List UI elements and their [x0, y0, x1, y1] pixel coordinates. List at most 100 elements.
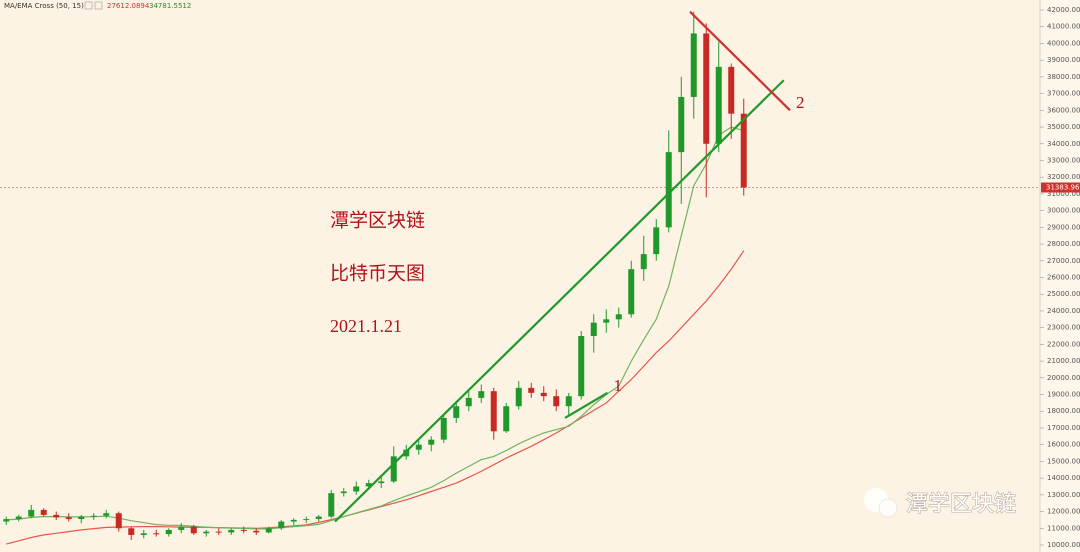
y-tick-label: 16000.00: [1047, 441, 1080, 449]
candle-body: [428, 439, 435, 445]
candle-body: [665, 152, 672, 228]
candle-body: [653, 227, 660, 255]
candle-body: [490, 391, 497, 432]
candle-body: [628, 269, 635, 315]
y-tick-label: 13000.00: [1047, 491, 1080, 499]
watermark-text: 潭学区块链: [906, 492, 1016, 517]
annotation: 比特币天图: [330, 262, 425, 284]
last-price-label: 31383.96: [1046, 184, 1080, 192]
y-tick-label: 35000.00: [1047, 123, 1080, 131]
candle-body: [540, 392, 547, 397]
candle-body: [240, 529, 247, 531]
candle-body: [365, 483, 372, 487]
candle-body: [640, 254, 647, 270]
candle-body: [203, 531, 210, 534]
y-tick-label: 28000.00: [1047, 240, 1080, 248]
indicator-label: MA/EMA Cross (50, 15): [4, 2, 84, 10]
candle-body: [590, 322, 597, 337]
candle-body: [678, 96, 685, 153]
candle-body: [153, 533, 160, 535]
candle-body: [115, 513, 122, 529]
y-tick-label: 17000.00: [1047, 424, 1080, 432]
candle-body: [603, 319, 610, 323]
candle-body: [3, 519, 10, 522]
trendline: [564, 391, 609, 419]
candle-body: [15, 516, 22, 520]
candle-body: [315, 516, 322, 520]
y-tick-label: 42000.00: [1047, 6, 1080, 14]
candle-body: [53, 514, 60, 518]
candle-body: [478, 391, 485, 398]
y-tick-label: 25000.00: [1047, 290, 1080, 298]
candle-body: [303, 519, 310, 521]
y-tick-label: 40000.00: [1047, 39, 1080, 47]
candle-body: [28, 509, 35, 517]
candle-body: [265, 528, 272, 533]
y-tick-label: 38000.00: [1047, 73, 1080, 81]
y-tick-label: 30000.00: [1047, 207, 1080, 215]
y-tick-label: 14000.00: [1047, 474, 1080, 482]
candle-body: [615, 314, 622, 320]
indicator-icon[interactable]: [94, 1, 103, 10]
candle-body: [78, 516, 85, 520]
candle-body: [140, 533, 147, 535]
candle-body: [278, 521, 285, 529]
y-tick-label: 23000.00: [1047, 324, 1080, 332]
candle-body: [440, 417, 447, 440]
annotation: 2021.1.21: [330, 316, 402, 336]
y-tick-label: 32000.00: [1047, 173, 1080, 181]
candle-body: [178, 526, 185, 530]
candle-body: [215, 531, 222, 533]
candle-body: [228, 529, 235, 533]
candle-body: [340, 491, 347, 494]
y-tick-label: 33000.00: [1047, 156, 1080, 164]
candle-body: [528, 387, 535, 393]
candle-body: [190, 526, 197, 534]
y-tick-label: 15000.00: [1047, 457, 1080, 465]
y-tick-label: 29000.00: [1047, 223, 1080, 231]
y-tick-label: 41000.00: [1047, 23, 1080, 31]
candle-body: [165, 529, 172, 535]
candle-body: [553, 396, 560, 407]
y-tick-label: 11000.00: [1047, 524, 1080, 532]
candle-body: [453, 406, 460, 418]
candle-body: [690, 33, 697, 97]
y-tick-label: 18000.00: [1047, 407, 1080, 415]
trendline-label: 2: [796, 93, 805, 112]
y-tick-label: 37000.00: [1047, 90, 1080, 98]
watermark: 潭学区块链: [864, 488, 1017, 518]
candle-body: [328, 493, 335, 517]
trendline: [689, 10, 791, 112]
y-tick-label: 34000.00: [1047, 140, 1080, 148]
y-tick-label: 36000.00: [1047, 106, 1080, 114]
candle-body: [103, 513, 110, 516]
trendline: [334, 79, 785, 523]
candle-body: [353, 486, 360, 492]
candle-body: [728, 66, 735, 114]
candle-body: [740, 113, 747, 188]
candle-body: [503, 406, 510, 432]
candle-body: [715, 66, 722, 144]
trendline-label: 1: [614, 376, 623, 395]
candle-body: [128, 528, 135, 535]
candle-body: [578, 336, 585, 397]
y-tick-label: 20000.00: [1047, 374, 1080, 382]
indicator-value: 34781.5512: [149, 2, 191, 10]
y-tick-label: 12000.00: [1047, 508, 1080, 516]
candle-body: [390, 456, 397, 482]
y-tick-label: 19000.00: [1047, 391, 1080, 399]
y-tick-label: 22000.00: [1047, 340, 1080, 348]
candle-body: [65, 517, 72, 520]
candle-body: [40, 509, 47, 515]
y-tick-label: 27000.00: [1047, 257, 1080, 265]
indicator-icon[interactable]: [84, 1, 93, 10]
candle-body: [253, 530, 260, 533]
candle-body: [565, 396, 572, 407]
y-tick-label: 39000.00: [1047, 56, 1080, 64]
watermark-icon: [878, 498, 898, 518]
axis-background: [1040, 0, 1080, 552]
y-tick-label: 31000.00: [1047, 190, 1080, 198]
moving-average-line: [6, 126, 744, 530]
candle-body: [465, 397, 472, 407]
